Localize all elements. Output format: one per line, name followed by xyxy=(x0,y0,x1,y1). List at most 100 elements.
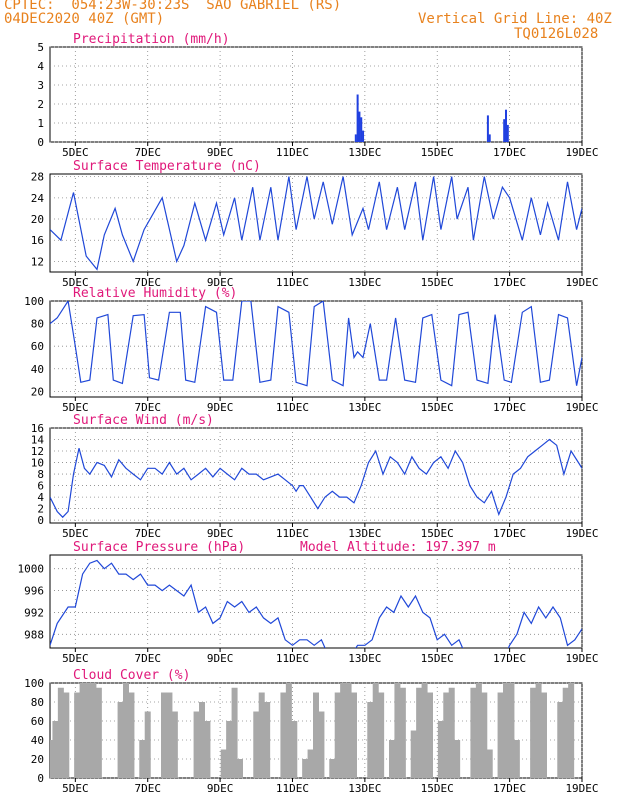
cloud-bar xyxy=(568,683,575,778)
panel-frame xyxy=(49,46,583,143)
cloud-bar xyxy=(454,740,461,778)
cloud-bar xyxy=(161,692,167,778)
panel-title: Cloud Cover (%) xyxy=(73,668,190,683)
cloud-bar xyxy=(475,683,482,778)
cloud-bar xyxy=(389,740,395,778)
y-tick-label: 100 xyxy=(24,295,44,308)
cloud-bar xyxy=(427,692,433,778)
x-tick-label: 9DEC xyxy=(207,276,234,289)
cloud-bar xyxy=(530,687,537,778)
x-tick-label: 17DEC xyxy=(493,276,526,289)
precip-bar xyxy=(503,119,506,142)
x-tick-label: 5DEC xyxy=(62,146,89,159)
cloud-bar xyxy=(128,692,135,778)
cloud-bar xyxy=(378,692,385,778)
precip-bar xyxy=(358,111,361,142)
cloud-bar xyxy=(171,711,178,778)
x-tick-label: 17DEC xyxy=(493,401,526,414)
precip-bar xyxy=(360,117,363,142)
x-tick-label: 7DEC xyxy=(134,652,161,665)
x-tick-label: 9DEC xyxy=(207,146,234,159)
precip-bar xyxy=(354,134,357,142)
cloud-bar xyxy=(486,749,493,778)
y-tick-label: 0 xyxy=(37,514,44,527)
y-tick-label: 2 xyxy=(37,503,44,516)
series-line xyxy=(50,438,582,519)
cloud-bar xyxy=(231,687,238,778)
x-tick-label: 11DEC xyxy=(276,652,309,665)
x-tick-label: 9DEC xyxy=(207,527,234,540)
panel-title: Precipitation (mm/h) xyxy=(73,32,230,47)
cloud-bar xyxy=(421,683,428,778)
panel-title: Surface Pressure (hPa) xyxy=(73,540,245,555)
x-tick-label: 15DEC xyxy=(421,782,454,795)
header-model-code: TQ0126L028 xyxy=(514,26,599,42)
y-tick-label: 16 xyxy=(31,234,44,247)
x-tick-label: 13DEC xyxy=(348,782,381,795)
cloud-bar xyxy=(85,683,91,778)
y-tick-label: 988 xyxy=(24,628,44,641)
cloud-bar xyxy=(448,687,455,778)
cloud-bar xyxy=(345,683,352,778)
cloud-bar xyxy=(285,683,292,778)
x-tick-label: 19DEC xyxy=(565,276,598,289)
series-line xyxy=(50,301,582,387)
header-date: 04DEC2020 40Z (GMT) xyxy=(4,11,165,27)
x-tick-label: 15DEC xyxy=(421,652,454,665)
panel-frame xyxy=(49,554,583,649)
cloud-bar xyxy=(123,683,129,778)
cloud-bar xyxy=(302,759,309,778)
x-tick-label: 7DEC xyxy=(134,276,161,289)
x-tick-label: 11DEC xyxy=(276,401,309,414)
cloud-bar xyxy=(372,683,379,778)
x-tick-label: 9DEC xyxy=(207,652,234,665)
y-tick-label: 20 xyxy=(31,213,44,226)
header-station: CPTEC: 054:23W-30:23S SAO GABRIEL (RS) xyxy=(4,0,342,13)
cloud-bar xyxy=(497,692,504,778)
y-tick-label: 60 xyxy=(31,340,44,353)
x-tick-label: 5DEC xyxy=(62,401,89,414)
y-tick-label: 80 xyxy=(31,318,44,331)
cloud-bar xyxy=(437,721,444,778)
x-tick-label: 11DEC xyxy=(276,782,309,795)
series-line xyxy=(50,559,582,648)
y-tick-label: 2 xyxy=(37,98,44,111)
cloud-bar xyxy=(562,687,569,778)
cloud-bar xyxy=(334,692,341,778)
y-tick-label: 0 xyxy=(37,136,44,149)
y-tick-label: 20 xyxy=(31,385,44,398)
y-tick-label: 996 xyxy=(24,585,44,598)
x-tick-label: 7DEC xyxy=(134,401,161,414)
cloud-bar xyxy=(307,749,314,778)
x-tick-label: 13DEC xyxy=(348,527,381,540)
panel-title: Surface Temperature (nC) xyxy=(73,159,261,174)
x-tick-label: 17DEC xyxy=(493,782,526,795)
x-tick-label: 5DEC xyxy=(62,276,89,289)
y-tick-label: 12 xyxy=(31,255,44,268)
x-tick-label: 11DEC xyxy=(276,276,309,289)
x-tick-label: 5DEC xyxy=(62,782,89,795)
y-tick-label: 0 xyxy=(37,772,44,785)
x-tick-label: 7DEC xyxy=(134,782,161,795)
cloud-bar xyxy=(340,683,347,778)
cloud-bar xyxy=(508,683,515,778)
cloud-bar xyxy=(329,759,336,778)
cloud-bar xyxy=(264,702,271,778)
y-tick-label: 24 xyxy=(31,192,45,205)
precip-bar xyxy=(356,94,359,142)
panel-title: Surface Wind (m/s) xyxy=(73,413,214,428)
cloud-bar xyxy=(416,687,423,778)
x-tick-label: 7DEC xyxy=(134,146,161,159)
y-tick-label: 992 xyxy=(24,606,44,619)
x-tick-label: 7DEC xyxy=(134,527,161,540)
x-tick-label: 13DEC xyxy=(348,401,381,414)
cloud-bar xyxy=(503,683,509,778)
y-tick-label: 4 xyxy=(37,60,44,73)
series-line xyxy=(50,176,582,271)
cloud-bar xyxy=(470,687,477,778)
cloud-bar xyxy=(237,759,243,778)
cloud-bar xyxy=(226,721,233,778)
x-tick-label: 5DEC xyxy=(62,652,89,665)
cloud-bar xyxy=(541,692,547,778)
